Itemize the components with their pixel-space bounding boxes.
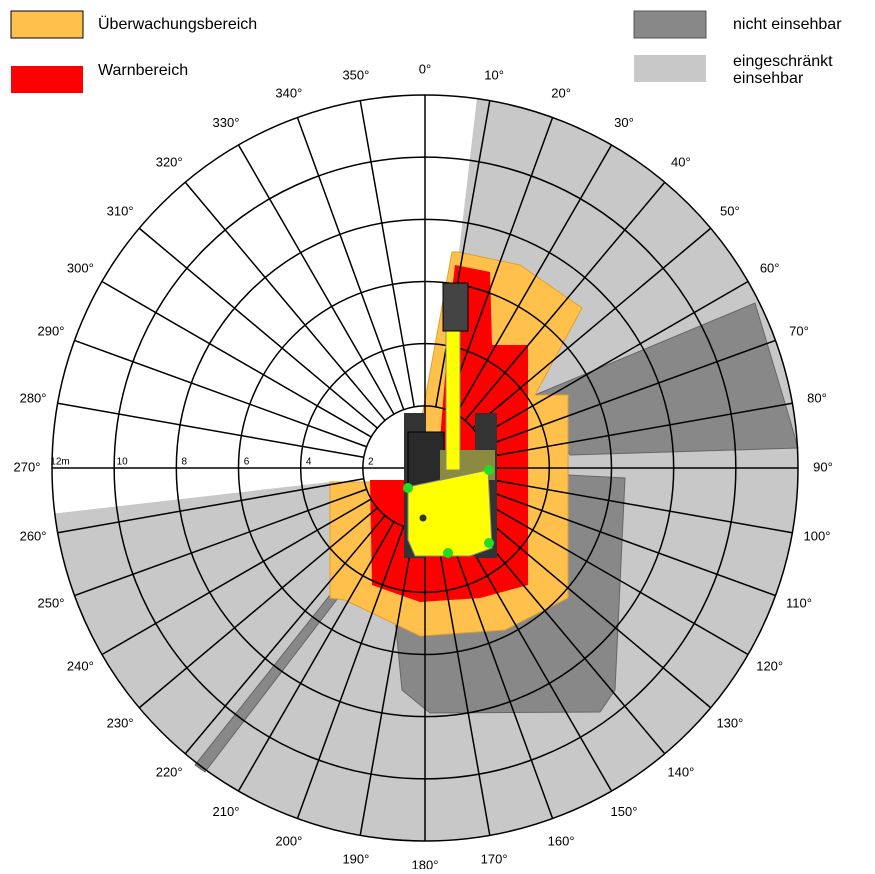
spoke xyxy=(74,488,367,597)
legend-swatch xyxy=(10,10,84,39)
angle-label: 120° xyxy=(756,658,783,673)
spoke xyxy=(464,181,666,421)
angle-label: 270° xyxy=(14,459,41,474)
angle-label: 80° xyxy=(807,390,827,405)
angle-label: 190° xyxy=(342,851,369,866)
spoke xyxy=(101,498,372,656)
legend-label: Warnbereich xyxy=(98,62,188,79)
angle-label: 250° xyxy=(38,596,65,611)
angle-label: 350° xyxy=(342,67,369,82)
angle-label: 0° xyxy=(419,61,431,76)
angle-label: 260° xyxy=(20,529,47,544)
legend-label: Überwachungsbereich xyxy=(98,15,257,33)
spoke xyxy=(483,339,776,448)
spoke xyxy=(184,515,386,755)
radius-label: 6 xyxy=(244,457,250,468)
spoke xyxy=(472,507,712,709)
spoke xyxy=(464,515,666,755)
legend-swatch xyxy=(11,66,83,93)
angle-label: 140° xyxy=(667,764,694,779)
legend-label: einsehbar xyxy=(733,70,804,87)
sensor xyxy=(443,548,453,558)
spoke xyxy=(101,280,372,438)
spoke xyxy=(296,526,405,819)
angle-label: 70° xyxy=(789,323,809,338)
legend-label: nicht einsehbar xyxy=(733,16,842,33)
angle-label: 50° xyxy=(720,204,740,219)
spoke xyxy=(184,181,386,421)
spoke xyxy=(445,117,554,410)
angle-label: 160° xyxy=(548,833,575,848)
spoke xyxy=(486,478,793,534)
spoke xyxy=(359,529,415,836)
angle-label: 290° xyxy=(38,323,65,338)
spoke xyxy=(455,521,613,792)
legend-swatch xyxy=(634,55,706,82)
angle-label: 200° xyxy=(275,833,302,848)
bucket xyxy=(442,282,469,332)
angle-label: 90° xyxy=(813,459,833,474)
angle-label: 150° xyxy=(611,804,638,819)
angle-label: 280° xyxy=(20,390,47,405)
spoke xyxy=(237,144,395,415)
spoke xyxy=(478,498,749,656)
angle-label: 310° xyxy=(107,204,134,219)
spoke xyxy=(455,144,613,415)
angle-label: 130° xyxy=(716,715,743,730)
angle-label: 20° xyxy=(551,85,571,100)
spoke xyxy=(237,521,395,792)
labels: 0° 10° 20° 30° 40° 50° 60° 70° 80° 90° 100° 110° 120… xyxy=(14,61,833,872)
cab xyxy=(407,431,445,488)
spoke xyxy=(138,507,378,709)
legend: Überwachungsbereich Warnbereich nicht ei… xyxy=(10,10,842,93)
spoke xyxy=(57,402,364,458)
spoke xyxy=(435,100,491,407)
spoke xyxy=(138,227,378,429)
spoke xyxy=(296,117,405,410)
sensor xyxy=(484,538,494,548)
angle-label: 110° xyxy=(786,596,812,611)
angle-label: 170° xyxy=(481,851,508,866)
spoke xyxy=(74,339,367,448)
radius-label: 4 xyxy=(306,457,312,468)
angle-label: 220° xyxy=(156,764,183,779)
arm xyxy=(445,329,461,471)
angle-label: 330° xyxy=(213,115,240,130)
angle-label: 320° xyxy=(156,155,183,170)
radius-label: 12m xyxy=(50,457,69,468)
angle-label: 100° xyxy=(804,529,831,544)
spoke xyxy=(478,280,749,438)
angle-label: 40° xyxy=(671,155,691,170)
radius-label: 2 xyxy=(368,457,374,468)
spoke xyxy=(486,402,793,458)
angle-label: 180° xyxy=(412,857,439,869)
sensor xyxy=(484,465,494,475)
radius-label: 10 xyxy=(117,457,129,468)
angle-label: 230° xyxy=(107,715,134,730)
angle-label: 300° xyxy=(67,260,94,275)
spoke xyxy=(472,227,712,429)
angle-label: 10° xyxy=(484,67,504,82)
legend-swatch xyxy=(633,10,707,39)
angle-label: 210° xyxy=(213,804,240,819)
spoke xyxy=(359,100,415,407)
spoke xyxy=(445,526,554,819)
radius-label: 8 xyxy=(182,457,188,468)
dot xyxy=(419,514,427,522)
legend-label: eingeschränkt xyxy=(733,53,833,70)
spoke xyxy=(435,529,491,836)
angle-label: 340° xyxy=(275,85,302,100)
spoke xyxy=(57,478,364,534)
angle-label: 60° xyxy=(760,260,780,275)
excavator xyxy=(403,282,497,558)
spoke xyxy=(483,488,776,597)
sensor xyxy=(403,483,413,493)
angle-label: 30° xyxy=(614,115,634,130)
angle-label: 240° xyxy=(67,658,94,673)
